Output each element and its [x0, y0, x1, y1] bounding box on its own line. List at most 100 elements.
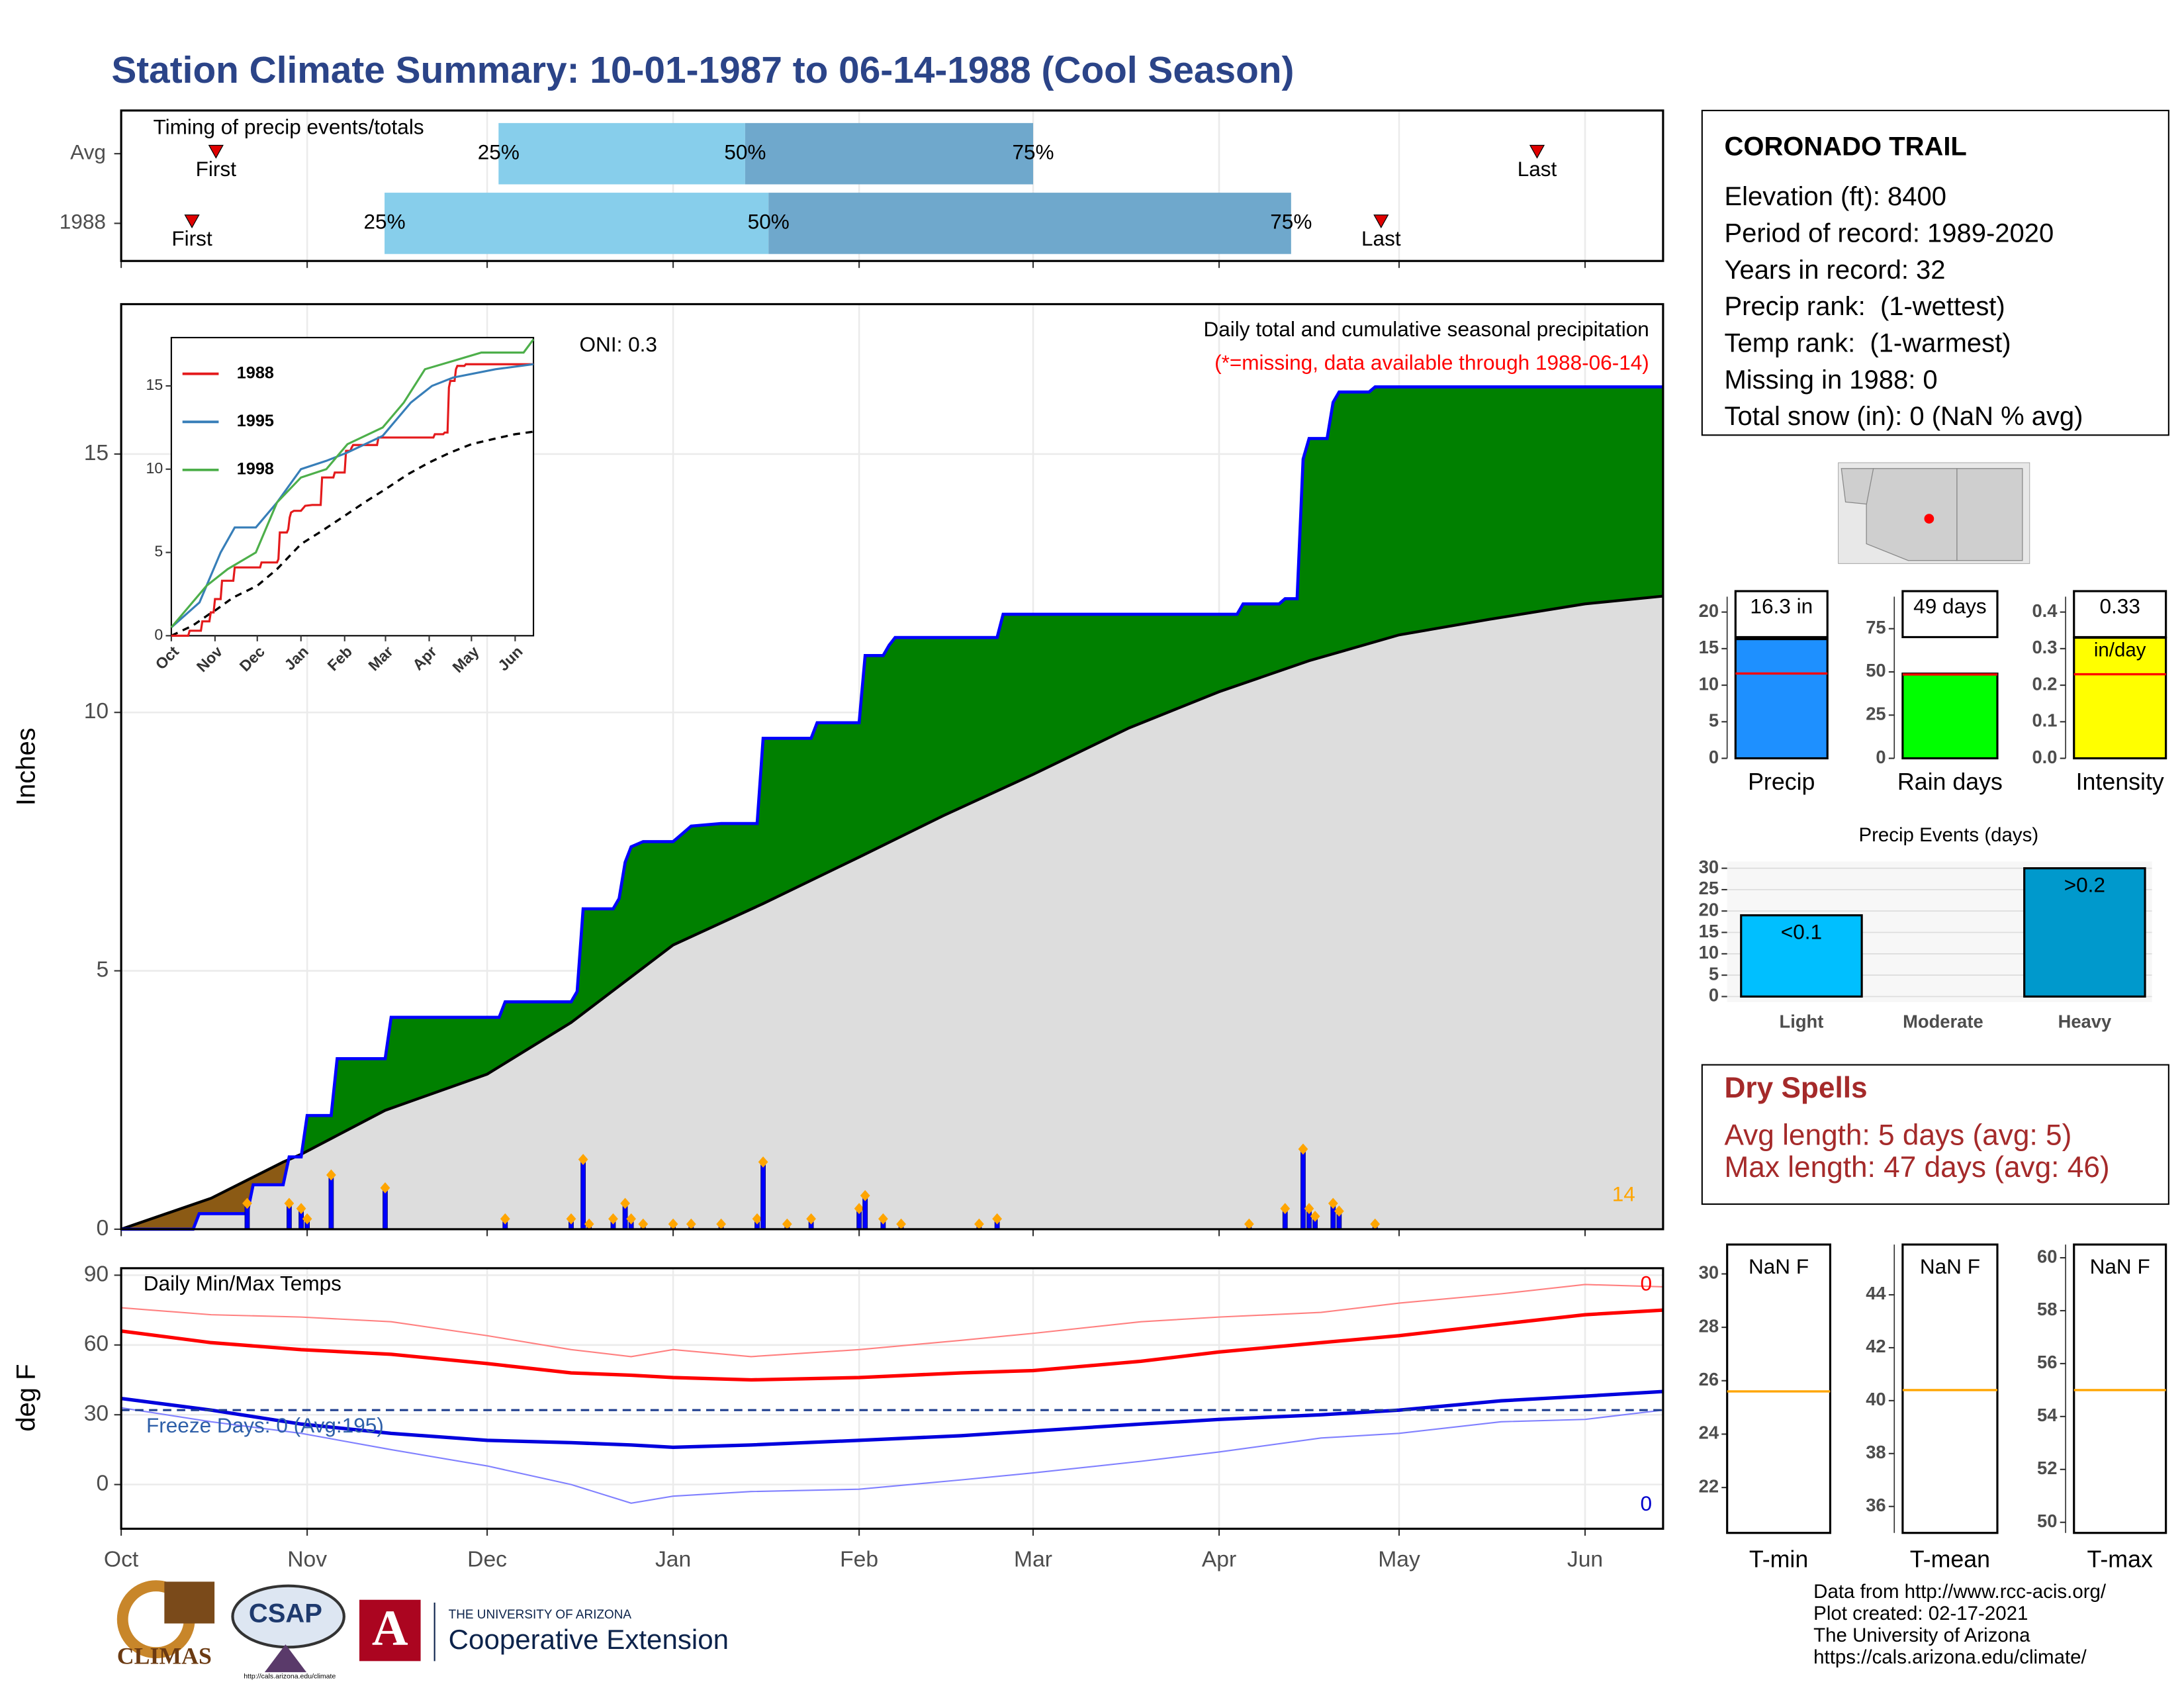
y-tick-label: 0 [1876, 747, 1886, 767]
missing-note: (*=missing, data available through 1988-… [1214, 350, 1649, 374]
bar [1901, 673, 1999, 760]
credit-line: https://cals.arizona.edu/climate/ [1813, 1646, 2087, 1668]
value-box [1901, 590, 1999, 639]
csap-url: http://cals.arizona.edu/climate [244, 1672, 336, 1680]
threshold-label: <0.1 [1781, 919, 1822, 943]
timing-bar [745, 122, 1034, 185]
event-label: Last [1361, 226, 1401, 250]
category-label: T-min [1749, 1546, 1808, 1572]
y-tick-label: 0 [154, 626, 163, 643]
x-tick-label: Dec [236, 643, 268, 675]
y-tick-label: 52 [2037, 1458, 2057, 1478]
y-tick-label: 22 [1699, 1476, 1719, 1496]
daily-marker [686, 1218, 696, 1230]
bar [1734, 637, 1829, 760]
annotation: Daily total and cumulative seasonal prec… [1203, 317, 1649, 341]
y-tick-label: 30 [1699, 1262, 1719, 1283]
y-tick-label: 60 [2037, 1246, 2057, 1266]
y-tick-label: 30 [84, 1401, 109, 1426]
category-label: Heavy [2058, 1011, 2112, 1032]
x-tick-label: Mar [1014, 1548, 1052, 1572]
daily-marker [638, 1218, 649, 1230]
percent-label: 25% [363, 210, 405, 234]
x-tick-label: Oct [104, 1548, 139, 1572]
ua-small: THE UNIVERSITY OF ARIZONA [449, 1608, 632, 1622]
unit-label: in/day [2094, 639, 2146, 661]
y-tick-label: 20 [1699, 899, 1719, 919]
daily-bar [383, 1187, 388, 1230]
y-tick-label: 5 [1709, 963, 1719, 984]
value-label: NaN F [1749, 1254, 1809, 1278]
threshold-label: >0.2 [2064, 872, 2105, 896]
plot-border [120, 303, 1664, 1231]
y-tick-label: 15 [146, 376, 163, 393]
daily-marker [878, 1213, 888, 1225]
daily-bar [580, 1158, 586, 1230]
y-tick-label: 90 [84, 1262, 109, 1286]
station-line: Missing in 1988: 0 [1724, 365, 1937, 395]
x-tick-label: Apr [1202, 1548, 1236, 1572]
daily-marker [896, 1218, 906, 1230]
event-marker [208, 144, 224, 159]
panel-title: Daily Min/Max Temps [144, 1271, 341, 1295]
percent-label: 75% [1270, 210, 1312, 234]
temp-frame [1726, 1243, 1832, 1534]
daily-marker [992, 1213, 1002, 1225]
temp-frame [1901, 1243, 1999, 1534]
timing-bar [498, 122, 745, 185]
event-marker [1373, 214, 1389, 229]
credit-line: Plot created: 02-17-2021 [1813, 1603, 2028, 1624]
percent-label: 75% [1012, 140, 1054, 164]
y-axis-label: deg F [12, 1364, 41, 1431]
station-line: Years in record: 32 [1724, 256, 1945, 285]
daily-marker [1328, 1197, 1338, 1209]
category-label: Precip [1748, 769, 1815, 795]
row-label: Avg [70, 140, 106, 164]
y-tick-label: 26 [1699, 1369, 1719, 1389]
y-tick-label: 0 [1709, 985, 1719, 1006]
y-tick-label: 60 [84, 1332, 109, 1356]
value-label: 0.33 [2099, 594, 2140, 618]
daily-marker [584, 1218, 594, 1230]
daily-marker [284, 1197, 295, 1209]
y-tick-label: 30 [1699, 857, 1719, 877]
daily-marker [302, 1213, 312, 1225]
y-tick-label: 15 [84, 441, 109, 465]
category-label: Moderate [1903, 1011, 1983, 1032]
y-tick-label: 0 [96, 1216, 109, 1241]
bar [2073, 636, 2167, 760]
daily-marker [716, 1218, 726, 1230]
csap-logo-text: CSAP [249, 1599, 322, 1628]
inset-line [170, 363, 534, 628]
temp-frame [2073, 1243, 2167, 1534]
y-tick-label: 0.2 [2032, 673, 2057, 694]
row-label: 1988 [60, 210, 106, 234]
y-tick-label: 0.0 [2032, 747, 2057, 767]
dry-spell-line: Max length: 47 days (avg: 46) [1724, 1151, 2109, 1184]
y-tick-label: 54 [2037, 1405, 2058, 1425]
daily-marker [500, 1213, 510, 1225]
station-line: Total snow (in): 0 (NaN % avg) [1724, 402, 2083, 431]
daily-bar [1300, 1149, 1306, 1230]
y-tick-label: 10 [146, 459, 163, 477]
dry-spell-line: Avg length: 5 days (avg: 5) [1724, 1119, 2071, 1152]
x-tick-label: Nov [287, 1548, 327, 1572]
percent-label: 50% [724, 140, 766, 164]
x-tick-label: Oct [152, 643, 182, 673]
category-label: T-max [2087, 1546, 2153, 1572]
daily-marker [326, 1169, 336, 1181]
value-box [2073, 590, 2167, 639]
daily-marker [296, 1203, 306, 1215]
daily-marker [758, 1156, 768, 1168]
x-tick-label: Jun [494, 643, 525, 674]
event-label: First [196, 157, 237, 181]
station-box [1701, 109, 2169, 436]
category-label: Rain days [1897, 769, 2003, 795]
y-tick-label: 5 [1709, 710, 1719, 731]
y-tick-label: 15 [1699, 921, 1719, 941]
value-label: NaN F [1920, 1254, 1980, 1278]
ua-logo-letter: A [372, 1601, 408, 1656]
daily-marker [626, 1213, 637, 1225]
station-line: Precip rank: (1-wettest) [1724, 292, 2005, 321]
